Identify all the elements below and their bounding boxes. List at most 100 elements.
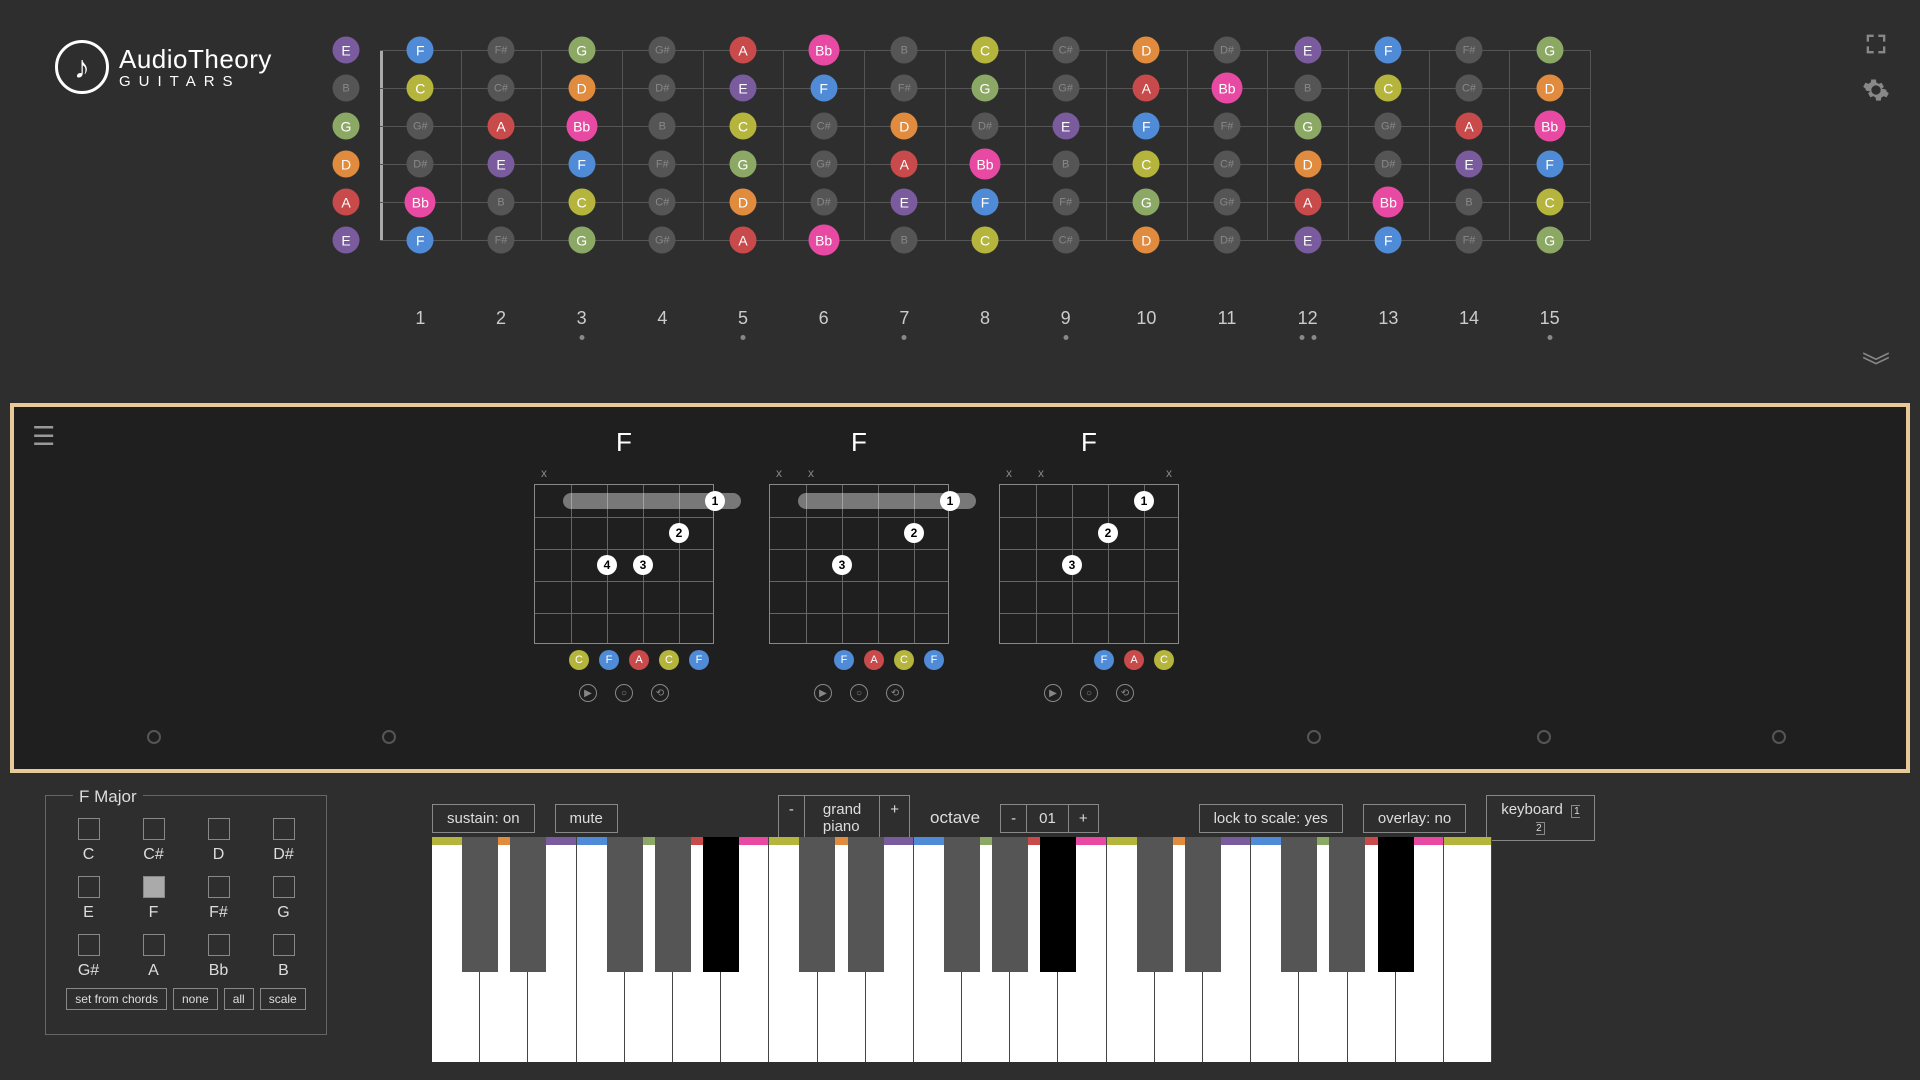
- fret-note[interactable]: G#: [649, 227, 676, 254]
- black-key[interactable]: [1378, 837, 1414, 972]
- fret-note[interactable]: C: [1536, 189, 1563, 216]
- fret-note[interactable]: D#: [649, 75, 676, 102]
- fret-note[interactable]: F#: [1214, 113, 1241, 140]
- fret-note[interactable]: C#: [1214, 151, 1241, 178]
- fret-note[interactable]: Bb: [1214, 75, 1241, 102]
- fret-note[interactable]: F: [1375, 227, 1402, 254]
- fret-note[interactable]: A: [730, 227, 757, 254]
- scale-action-button[interactable]: all: [224, 988, 254, 1010]
- mute-button[interactable]: mute: [555, 804, 618, 833]
- fret-note[interactable]: F#: [891, 75, 918, 102]
- chord-slot-empty[interactable]: [1772, 730, 1786, 744]
- fret-note[interactable]: D: [891, 113, 918, 140]
- chevron-down-icon[interactable]: ︾: [1862, 345, 1890, 385]
- fret-note[interactable]: Bb: [1536, 113, 1563, 140]
- fret-note[interactable]: D: [1536, 75, 1563, 102]
- black-key[interactable]: [1185, 837, 1221, 972]
- fret-note[interactable]: G#: [1052, 75, 1079, 102]
- fret-note[interactable]: C: [568, 189, 595, 216]
- black-key[interactable]: [1281, 837, 1317, 972]
- fret-note[interactable]: Bb: [810, 37, 837, 64]
- black-key[interactable]: [799, 837, 835, 972]
- fret-note[interactable]: Bb: [810, 227, 837, 254]
- fret-note[interactable]: A: [891, 151, 918, 178]
- fret-note[interactable]: C#: [488, 75, 515, 102]
- fret-note[interactable]: C: [972, 37, 999, 64]
- fret-note[interactable]: E: [891, 189, 918, 216]
- scale-note-checkbox[interactable]: [143, 818, 165, 840]
- fret-note[interactable]: B: [1052, 151, 1079, 178]
- fret-note[interactable]: A: [488, 113, 515, 140]
- fret-note[interactable]: D#: [1375, 151, 1402, 178]
- black-key[interactable]: [462, 837, 498, 972]
- fret-note[interactable]: C: [1133, 151, 1160, 178]
- fret-note[interactable]: Bb: [407, 189, 434, 216]
- fret-note[interactable]: E: [333, 227, 360, 254]
- fret-note[interactable]: C#: [649, 189, 676, 216]
- chord-slot-empty[interactable]: [147, 730, 161, 744]
- fullscreen-icon[interactable]: [1862, 30, 1890, 58]
- fret-note[interactable]: F#: [649, 151, 676, 178]
- scale-action-button[interactable]: none: [173, 988, 218, 1010]
- sustain-button[interactable]: sustain: on: [432, 804, 535, 833]
- record-icon[interactable]: ○: [850, 684, 868, 702]
- octave-down[interactable]: -: [1000, 804, 1027, 833]
- fret-note[interactable]: D: [730, 189, 757, 216]
- fret-note[interactable]: C: [730, 113, 757, 140]
- scale-action-button[interactable]: scale: [260, 988, 306, 1010]
- octave-up[interactable]: +: [1068, 804, 1099, 833]
- fret-note[interactable]: E: [1456, 151, 1483, 178]
- black-key[interactable]: [1040, 837, 1076, 972]
- fret-note[interactable]: G: [333, 113, 360, 140]
- scale-note-checkbox[interactable]: [143, 876, 165, 898]
- play-icon[interactable]: ▶: [814, 684, 832, 702]
- fret-note[interactable]: G: [1536, 37, 1563, 64]
- fret-note[interactable]: D#: [810, 189, 837, 216]
- fret-note[interactable]: F#: [1456, 37, 1483, 64]
- chord-slot-empty[interactable]: [1307, 730, 1321, 744]
- fret-note[interactable]: F: [1375, 37, 1402, 64]
- fret-note[interactable]: F#: [1052, 189, 1079, 216]
- play-icon[interactable]: ▶: [1044, 684, 1062, 702]
- record-icon[interactable]: ○: [615, 684, 633, 702]
- fret-note[interactable]: F: [568, 151, 595, 178]
- fret-note[interactable]: A: [1456, 113, 1483, 140]
- fret-note[interactable]: C#: [1052, 37, 1079, 64]
- fret-note[interactable]: Bb: [1375, 189, 1402, 216]
- instrument-prev[interactable]: -: [778, 795, 805, 841]
- fret-note[interactable]: B: [891, 37, 918, 64]
- fret-note[interactable]: E: [730, 75, 757, 102]
- fret-note[interactable]: C: [1375, 75, 1402, 102]
- fret-note[interactable]: F#: [488, 227, 515, 254]
- black-key[interactable]: [848, 837, 884, 972]
- fret-note[interactable]: Bb: [972, 151, 999, 178]
- black-key[interactable]: [992, 837, 1028, 972]
- fret-note[interactable]: E: [488, 151, 515, 178]
- fret-note[interactable]: F: [407, 227, 434, 254]
- fret-note[interactable]: C#: [1052, 227, 1079, 254]
- scale-note-checkbox[interactable]: [273, 876, 295, 898]
- fret-note[interactable]: F#: [1456, 227, 1483, 254]
- scale-note-checkbox[interactable]: [273, 818, 295, 840]
- scale-note-checkbox[interactable]: [78, 934, 100, 956]
- fret-note[interactable]: G: [730, 151, 757, 178]
- fret-note[interactable]: C#: [810, 113, 837, 140]
- record-icon[interactable]: ○: [1080, 684, 1098, 702]
- fret-note[interactable]: B: [649, 113, 676, 140]
- fret-note[interactable]: G: [1536, 227, 1563, 254]
- fret-note[interactable]: D: [1133, 227, 1160, 254]
- scale-note-checkbox[interactable]: [143, 934, 165, 956]
- fret-note[interactable]: D#: [407, 151, 434, 178]
- chord-slot-empty[interactable]: [382, 730, 396, 744]
- scale-note-checkbox[interactable]: [273, 934, 295, 956]
- black-key[interactable]: [944, 837, 980, 972]
- fret-note[interactable]: G#: [1375, 113, 1402, 140]
- fret-note[interactable]: G#: [649, 37, 676, 64]
- fret-note[interactable]: G: [568, 227, 595, 254]
- fret-note[interactable]: A: [730, 37, 757, 64]
- fret-note[interactable]: G#: [810, 151, 837, 178]
- loop-icon[interactable]: ⟲: [1116, 684, 1134, 702]
- fret-note[interactable]: B: [1294, 75, 1321, 102]
- loop-icon[interactable]: ⟲: [651, 684, 669, 702]
- scale-note-checkbox[interactable]: [78, 876, 100, 898]
